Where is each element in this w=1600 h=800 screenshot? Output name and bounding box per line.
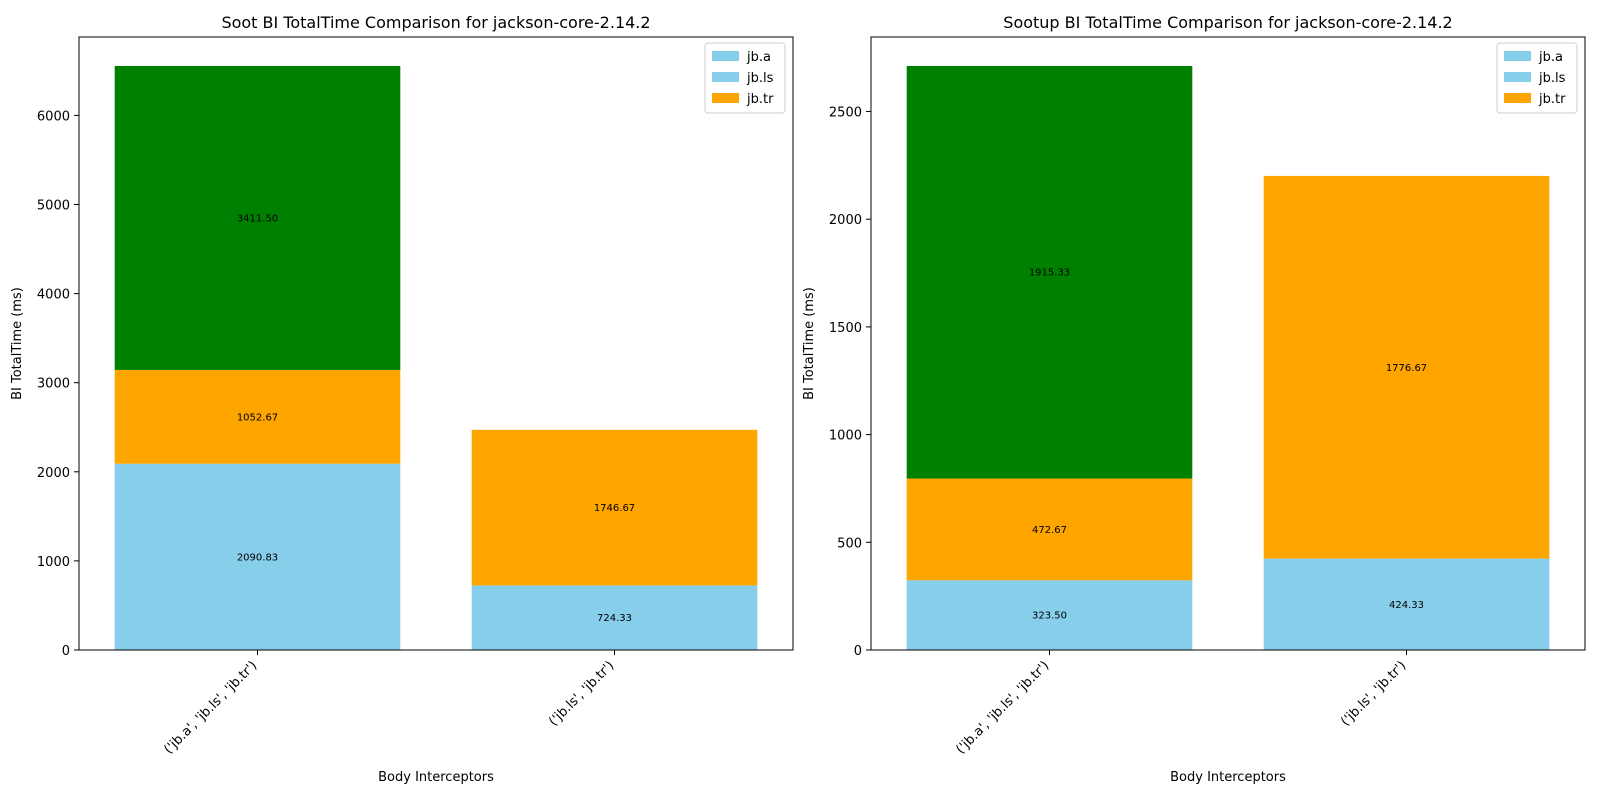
chart1-y-tick-label: 5000 — [37, 199, 70, 214]
chart1-legend-label: jb.a — [746, 50, 771, 65]
chart1-bar-1-segment-3 — [114, 65, 401, 370]
chart2: 323.50 472.67 1915.33 424.33 1776.67 0 500 1000… — [802, 13, 1586, 785]
chart1-bar-2-segment-2 — [471, 429, 758, 586]
chart1-data-label: 3411.50 — [237, 213, 278, 224]
chart1-x-tick-label: ('jb.ls', 'jb.tr') — [546, 658, 617, 729]
chart2-legend-swatch — [1504, 51, 1531, 61]
chart1-x-axis-label: Body Interceptors — [378, 770, 494, 785]
chart1-bar-2-segment-1 — [471, 585, 758, 650]
chart2-x-axis-label: Body Interceptors — [1170, 770, 1286, 785]
chart2-axes-frame — [870, 36, 1586, 651]
chart2-data-label: 424.33 — [1389, 600, 1424, 611]
chart1-legend: jb.a jb.ls jb.tr — [704, 42, 786, 114]
chart2-legend: jb.a jb.ls jb.tr — [1496, 42, 1578, 114]
chart2-y-tick-label: 1500 — [829, 321, 862, 336]
chart1-data-label: 2090.83 — [237, 552, 278, 563]
chart2-data-label: 472.67 — [1032, 525, 1067, 536]
chart1-y-tick-label: 3000 — [37, 377, 70, 392]
chart1-y-tick-label: 2000 — [37, 466, 70, 481]
chart2-legend-label: jb.a — [1538, 50, 1563, 65]
chart1-data-label: 724.33 — [597, 613, 632, 624]
chart1-title: Soot BI TotalTime Comparison for jackson… — [221, 13, 650, 32]
chart2-bar-2-segment-2 — [1263, 175, 1550, 559]
chart2-bar-1-segment-2 — [906, 478, 1193, 581]
chart1-data-label: 1052.67 — [237, 412, 278, 423]
chart1-bar-1-segment-1 — [114, 463, 401, 650]
chart2-legend-label: jb.ls — [1538, 71, 1566, 86]
chart1-y-tick-label: 4000 — [37, 288, 70, 303]
chart1-y-tick-label: 0 — [62, 644, 70, 659]
chart2-title: Sootup BI TotalTime Comparison for jacks… — [1003, 13, 1452, 32]
chart2-y-tick-label: 2000 — [829, 213, 862, 228]
chart2-y-axis-label: BI TotalTime (ms) — [802, 287, 817, 400]
chart2-bar-2-segment-1 — [1263, 558, 1550, 650]
chart2-x-tick-label: ('jb.ls', 'jb.tr') — [1338, 658, 1409, 729]
chart2-data-label: 1776.67 — [1386, 363, 1427, 374]
chart2-data-label: 323.50 — [1032, 611, 1067, 622]
chart2-legend-swatch — [1504, 93, 1531, 103]
chart1-data-label: 1746.67 — [594, 503, 635, 514]
chart1-x-tick-label: ('jb.a', 'jb.ls', 'jb.tr') — [161, 658, 260, 757]
chart1-axes-frame — [78, 36, 794, 651]
chart2-bar-1-segment-1 — [906, 580, 1193, 650]
chart2-y-tick-label: 2500 — [829, 106, 862, 121]
chart1-legend-label: jb.tr — [746, 92, 774, 107]
chart2-y-tick-label: 1000 — [829, 429, 862, 444]
chart1-legend-swatch — [712, 51, 739, 61]
chart2-data-label: 1915.33 — [1029, 268, 1070, 279]
chart1-y-tick-label: 6000 — [37, 109, 70, 124]
chart1-legend-swatch — [712, 72, 739, 82]
chart2-x-tick-label: ('jb.a', 'jb.ls', 'jb.tr') — [953, 658, 1052, 757]
chart1-bar-1-segment-2 — [114, 369, 401, 464]
chart1-legend-swatch — [712, 93, 739, 103]
chart2-legend-swatch — [1504, 72, 1531, 82]
chart2-legend-label: jb.tr — [1538, 92, 1566, 107]
chart2-y-tick-label: 0 — [854, 644, 862, 659]
chart2-y-tick-label: 500 — [837, 536, 862, 551]
chart2-bar-1-segment-3 — [906, 65, 1193, 479]
chart1: 2090.83 1052.67 3411.50 724.33 1746.67 0 1000 2… — [10, 13, 794, 785]
chart1-legend-label: jb.ls — [746, 71, 774, 86]
chart1-y-tick-label: 1000 — [37, 555, 70, 570]
chart1-y-axis-label: BI TotalTime (ms) — [10, 287, 25, 400]
